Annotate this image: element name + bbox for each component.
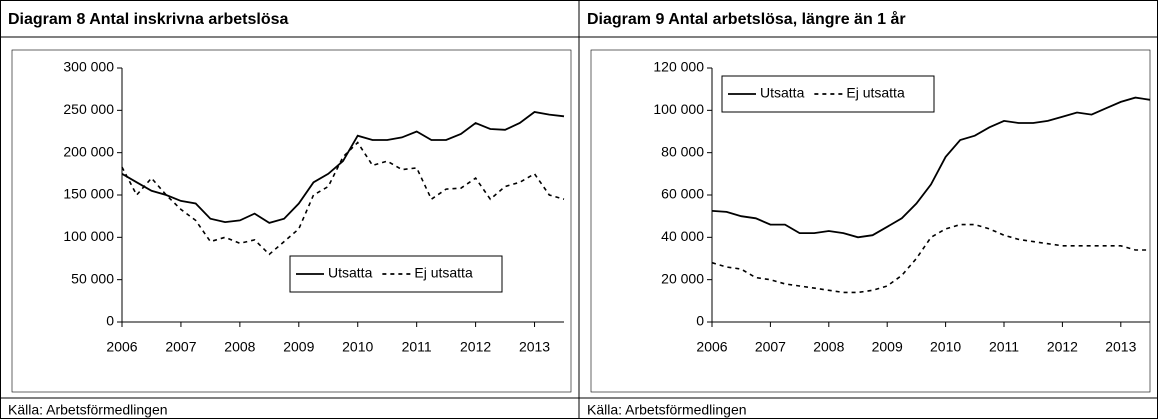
y-tick-label: 50 000 (71, 270, 114, 286)
series-line (121, 141, 565, 256)
y-tick-label: 0 (696, 313, 704, 329)
chart-title: Diagram 9 Antal arbetslösa, längre än 1 … (587, 10, 906, 28)
x-tick-label: 2010 (342, 339, 373, 355)
x-tick-label: 2008 (813, 339, 844, 355)
plot-frame (590, 49, 1151, 393)
series-line (711, 96, 1151, 239)
y-tick-label: 80 000 (661, 143, 704, 159)
x-tick-label: 2011 (402, 339, 432, 355)
y-tick-label: 150 000 (63, 186, 114, 202)
x-tick-label: 2010 (930, 339, 961, 355)
source: Källa: Arbetsförmedlingen (587, 402, 747, 418)
y-tick-label: 40 000 (661, 228, 704, 244)
x-tick-label: 2013 (519, 339, 550, 355)
x-tick-label: 2011 (989, 339, 1019, 355)
legend-label: Utsatta (328, 265, 373, 281)
y-tick-label: 120 000 (653, 59, 704, 75)
series-line (711, 223, 1150, 294)
legend-label: Ej utsatta (414, 265, 473, 281)
x-tick-label: 2007 (755, 339, 786, 355)
y-tick-label: 250 000 (63, 101, 114, 117)
y-tick-label: 200 000 (63, 143, 114, 159)
legend-box (289, 255, 503, 293)
chart-title: Diagram 8 Antal inskrivna arbetslösa (8, 11, 289, 28)
y-tick-label: 20 000 (661, 270, 704, 286)
x-tick-label: 2009 (872, 339, 903, 355)
x-tick-label: 2006 (696, 339, 727, 355)
plot-frame (11, 49, 572, 393)
y-tick-label: 300 000 (63, 59, 114, 75)
y-tick-label: 100 000 (63, 228, 114, 244)
x-tick-label: 2012 (1047, 339, 1078, 355)
x-tick-label: 2013 (1105, 339, 1136, 355)
x-tick-label: 2007 (165, 339, 196, 355)
x-tick-label: 2012 (460, 339, 491, 355)
y-tick-label: 60 000 (661, 186, 704, 202)
source: Källa: Arbetsförmedlingen (8, 402, 168, 418)
series-line (121, 111, 565, 224)
x-tick-label: 2009 (283, 339, 314, 355)
legend-box (721, 75, 935, 113)
x-tick-label: 2006 (106, 339, 137, 355)
y-tick-label: 100 000 (653, 101, 704, 117)
x-tick-label: 2008 (224, 339, 255, 355)
legend-label: Ej utsatta (846, 85, 905, 101)
y-tick-label: 0 (106, 313, 114, 329)
legend-label: Utsatta (760, 85, 805, 101)
